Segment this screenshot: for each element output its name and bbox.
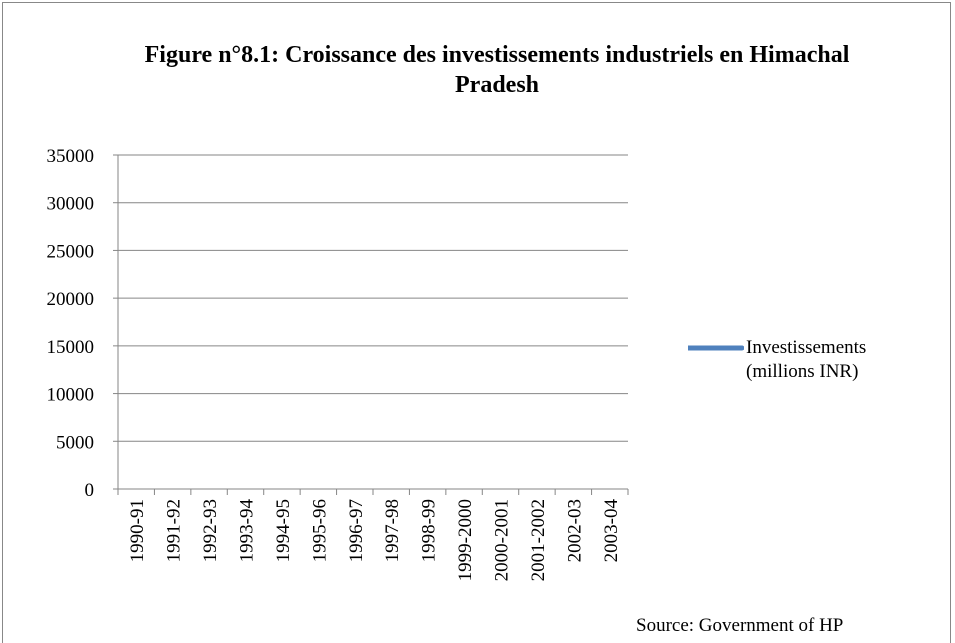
legend-label: Investissements (millions INR) <box>746 337 867 382</box>
y-tick-label: 25000 <box>47 241 95 262</box>
y-tick-label: 10000 <box>47 385 95 406</box>
x-tick-label: 1990-91 <box>127 499 148 562</box>
chart-title: Figure n°8.1: Croissance des investissem… <box>144 42 850 98</box>
x-tick-label: 2002-03 <box>564 499 585 562</box>
y-tick-label: 0 <box>85 480 95 501</box>
y-tick-label: 20000 <box>47 289 95 310</box>
x-tick-label: 1995-96 <box>309 499 330 562</box>
source-note: Source: Government of HP <box>636 615 844 636</box>
y-tick-label: 35000 <box>47 146 95 167</box>
x-tick-label: 1997-98 <box>382 499 403 562</box>
legend-swatch <box>688 345 744 351</box>
x-tick-label: 1994-95 <box>273 499 294 562</box>
x-tick-label: 2003-04 <box>601 499 622 563</box>
x-tick-label: 1993-94 <box>237 499 258 563</box>
x-tick-label: 1996-97 <box>346 499 367 562</box>
y-tick-label: 5000 <box>56 432 94 453</box>
x-tick-label: 1992-93 <box>200 499 221 562</box>
x-tick-label: 1998-99 <box>419 499 440 562</box>
x-tick-label: 1991-92 <box>164 499 185 562</box>
y-tick-label: 15000 <box>47 337 95 358</box>
x-tick-label: 1999-2000 <box>455 499 476 581</box>
x-tick-label: 2000-2001 <box>492 499 513 581</box>
y-tick-label: 30000 <box>47 194 95 215</box>
x-tick-label: 2001-2002 <box>528 499 549 581</box>
